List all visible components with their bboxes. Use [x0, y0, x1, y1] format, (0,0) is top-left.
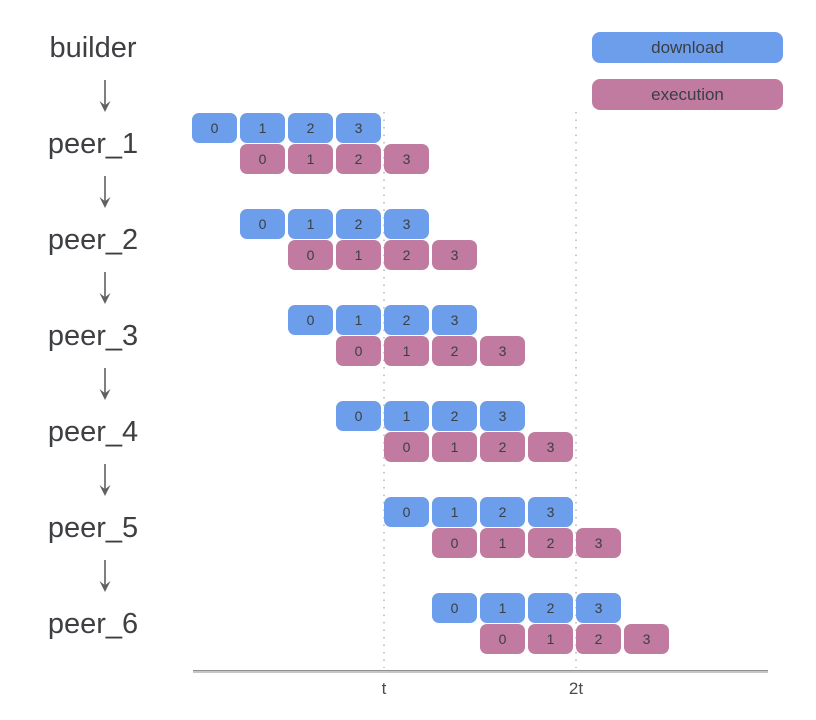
node-label-peer_1: peer_1 — [47, 127, 139, 160]
execution-chunk-peer_5-0: 0 — [432, 528, 477, 558]
node-label-peer_5: peer_5 — [47, 511, 139, 544]
down-arrow-icon — [95, 462, 115, 498]
legend-label-execution: execution — [651, 84, 724, 104]
execution-chunk-peer_1-0: 0 — [240, 144, 285, 174]
legend-item-execution: execution — [592, 79, 783, 110]
node-label-peer_6: peer_6 — [47, 607, 139, 640]
execution-chunk-peer_4-2: 2 — [480, 432, 525, 462]
node-label-peer_3: peer_3 — [47, 319, 139, 352]
down-arrow-icon — [95, 174, 115, 210]
down-arrow-icon — [95, 366, 115, 402]
execution-chunk-peer_6-0: 0 — [480, 624, 525, 654]
download-chunk-peer_4-2: 2 — [432, 401, 477, 431]
download-chunk-peer_6-3: 3 — [576, 593, 621, 623]
legend-label-download: download — [651, 37, 724, 57]
down-arrow-icon — [95, 558, 115, 594]
execution-chunk-peer_6-2: 2 — [576, 624, 621, 654]
download-chunk-peer_5-3: 3 — [528, 497, 573, 527]
download-chunk-peer_3-0: 0 — [288, 305, 333, 335]
download-chunk-peer_2-1: 1 — [288, 209, 333, 239]
execution-chunk-peer_1-2: 2 — [336, 144, 381, 174]
execution-chunk-peer_2-3: 3 — [432, 240, 477, 270]
time-axis-line — [193, 670, 768, 673]
node-label-builder: builder — [49, 32, 137, 64]
axis-tick-label: 2t — [568, 679, 584, 698]
execution-chunk-peer_5-2: 2 — [528, 528, 573, 558]
download-chunk-peer_1-1: 1 — [240, 113, 285, 143]
execution-chunk-peer_4-1: 1 — [432, 432, 477, 462]
download-chunk-peer_3-1: 1 — [336, 305, 381, 335]
execution-chunk-peer_2-1: 1 — [336, 240, 381, 270]
execution-chunk-peer_4-0: 0 — [384, 432, 429, 462]
node-label-peer_2: peer_2 — [47, 223, 139, 256]
download-chunk-peer_3-2: 2 — [384, 305, 429, 335]
execution-chunk-peer_4-3: 3 — [528, 432, 573, 462]
axis-tick-label: t — [381, 679, 387, 698]
legend-item-download: download — [592, 32, 783, 63]
download-chunk-peer_5-0: 0 — [384, 497, 429, 527]
download-chunk-peer_2-2: 2 — [336, 209, 381, 239]
download-chunk-peer_4-0: 0 — [336, 401, 381, 431]
execution-chunk-peer_3-1: 1 — [384, 336, 429, 366]
download-chunk-peer_2-3: 3 — [384, 209, 429, 239]
download-chunk-peer_6-0: 0 — [432, 593, 477, 623]
execution-chunk-peer_3-3: 3 — [480, 336, 525, 366]
download-chunk-peer_2-0: 0 — [240, 209, 285, 239]
execution-chunk-peer_6-3: 3 — [624, 624, 669, 654]
download-chunk-peer_6-2: 2 — [528, 593, 573, 623]
execution-chunk-peer_2-2: 2 — [384, 240, 429, 270]
execution-chunk-peer_3-2: 2 — [432, 336, 477, 366]
download-chunk-peer_4-1: 1 — [384, 401, 429, 431]
gridline-t — [383, 112, 385, 668]
execution-chunk-peer_5-3: 3 — [576, 528, 621, 558]
node-label-peer_4: peer_4 — [47, 415, 139, 448]
execution-chunk-peer_1-1: 1 — [288, 144, 333, 174]
download-chunk-peer_5-2: 2 — [480, 497, 525, 527]
download-chunk-peer_6-1: 1 — [480, 593, 525, 623]
execution-chunk-peer_1-3: 3 — [384, 144, 429, 174]
download-chunk-peer_4-3: 3 — [480, 401, 525, 431]
execution-chunk-peer_5-1: 1 — [480, 528, 525, 558]
gridline-2t — [575, 112, 577, 668]
download-chunk-peer_1-3: 3 — [336, 113, 381, 143]
download-chunk-peer_5-1: 1 — [432, 497, 477, 527]
execution-chunk-peer_3-0: 0 — [336, 336, 381, 366]
download-chunk-peer_1-2: 2 — [288, 113, 333, 143]
download-chunk-peer_1-0: 0 — [192, 113, 237, 143]
download-chunk-peer_3-3: 3 — [432, 305, 477, 335]
down-arrow-icon — [95, 270, 115, 306]
execution-chunk-peer_2-0: 0 — [288, 240, 333, 270]
execution-chunk-peer_6-1: 1 — [528, 624, 573, 654]
down-arrow-icon — [95, 78, 115, 114]
